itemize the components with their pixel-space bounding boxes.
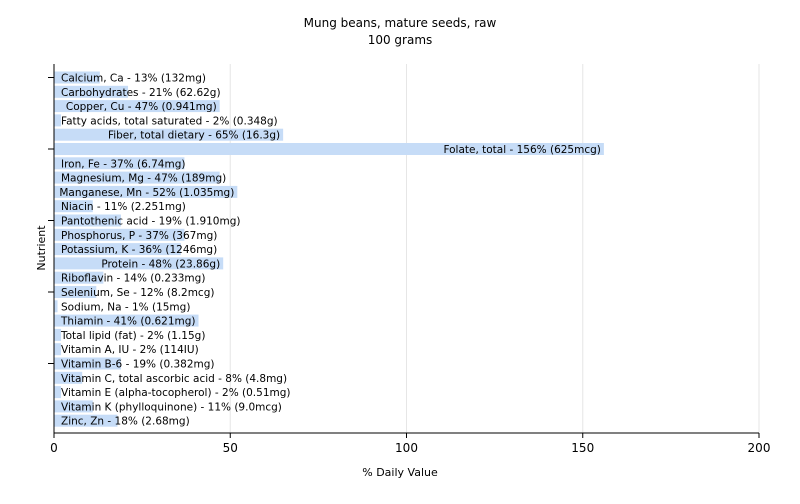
bar (54, 343, 62, 356)
bar-label: Vitamin B-6 - 19% (0.382mg) (61, 359, 215, 371)
bar-label: Vitamin C, total ascorbic acid - 8% (4.8… (61, 373, 287, 385)
bar-label: Zinc, Zn - 18% (2.68mg) (61, 416, 190, 428)
bar-label: Magnesium, Mg - 47% (189mg) (61, 173, 226, 185)
bar (54, 257, 224, 270)
bars (54, 71, 604, 427)
bar-label: Copper, Cu - 47% (0.941mg) (66, 101, 217, 113)
bar (54, 228, 185, 241)
bar (54, 114, 62, 127)
bar (54, 300, 58, 313)
bar (54, 243, 181, 256)
bar-label: Total lipid (fat) - 2% (1.15g) (60, 330, 205, 342)
bar (54, 328, 62, 341)
bar (54, 214, 121, 227)
x-tick-label: 50 (223, 441, 238, 455)
grid-lines (229, 64, 760, 433)
x-tick-label: 0 (50, 441, 58, 455)
bar (54, 400, 93, 413)
bar-label: Manganese, Mn - 52% (1.035mg) (59, 187, 234, 199)
bar-label: Riboflavin - 14% (0.233mg) (61, 273, 205, 285)
bar (54, 314, 199, 327)
bar (54, 286, 97, 298)
bar-label: Pantothenic acid - 19% (1.910mg) (61, 216, 240, 228)
bar (54, 143, 604, 155)
bar-label: Vitamin K (phylloquinone) - 11% (9.0mcg) (61, 401, 282, 413)
bar-label: Folate, total - 156% (625mcg) (443, 144, 600, 156)
bar-label: Iron, Fe - 37% (6.74mg) (61, 158, 185, 170)
bar-label: Fiber, total dietary - 65% (16.3g) (108, 130, 280, 142)
bar-label: Sodium, Na - 1% (15mg) (61, 301, 190, 313)
bar (54, 85, 129, 98)
axes: 0 50 100 150 200 (48, 64, 770, 455)
bar-label: Selenium, Se - 12% (8.2mcg) (61, 287, 214, 299)
chart-subtitle: 100 grams (368, 33, 433, 47)
x-tick-label: 100 (395, 441, 418, 455)
bar (54, 386, 62, 399)
bar-label: Vitamin A, IU - 2% (114IU) (61, 344, 199, 356)
bar-label: Niacin - 11% (2.251mg) (61, 201, 186, 213)
bar-label: Calcium, Ca - 13% (132mg) (61, 73, 206, 85)
bar (54, 185, 238, 198)
bar-label: Phosphorus, P - 37% (367mg) (61, 230, 217, 242)
y-axis-label: Nutrient (35, 225, 48, 271)
bar (54, 371, 83, 384)
bar-label: Protein - 48% (23.86g) (101, 258, 220, 270)
bar-label: Thiamin - 41% (0.621mg) (60, 316, 196, 328)
x-tick-label: 150 (571, 441, 594, 455)
x-tick-label: 200 (748, 441, 771, 455)
x-axis-label: % Daily Value (362, 466, 438, 479)
bar (54, 271, 104, 284)
bar (54, 200, 93, 213)
bar (54, 100, 220, 113)
bar (54, 128, 284, 141)
bar (54, 71, 100, 84)
bar (54, 414, 118, 427)
bar-labels: Calcium, Ca - 13% (132mg) Carbohydrates -… (59, 73, 601, 428)
bar-label: Vitamin E (alpha-tocopherol) - 2% (0.51m… (61, 387, 291, 399)
bar (54, 171, 220, 184)
bar-label: Carbohydrates - 21% (62.62g) (61, 87, 221, 99)
bar-label: Potassium, K - 36% (1246mg) (61, 244, 217, 256)
chart-title: Mung beans, mature seeds, raw (304, 16, 497, 30)
bar (54, 357, 121, 370)
bar-label: Fatty acids, total saturated - 2% (0.348… (61, 115, 278, 127)
bar (54, 157, 185, 170)
